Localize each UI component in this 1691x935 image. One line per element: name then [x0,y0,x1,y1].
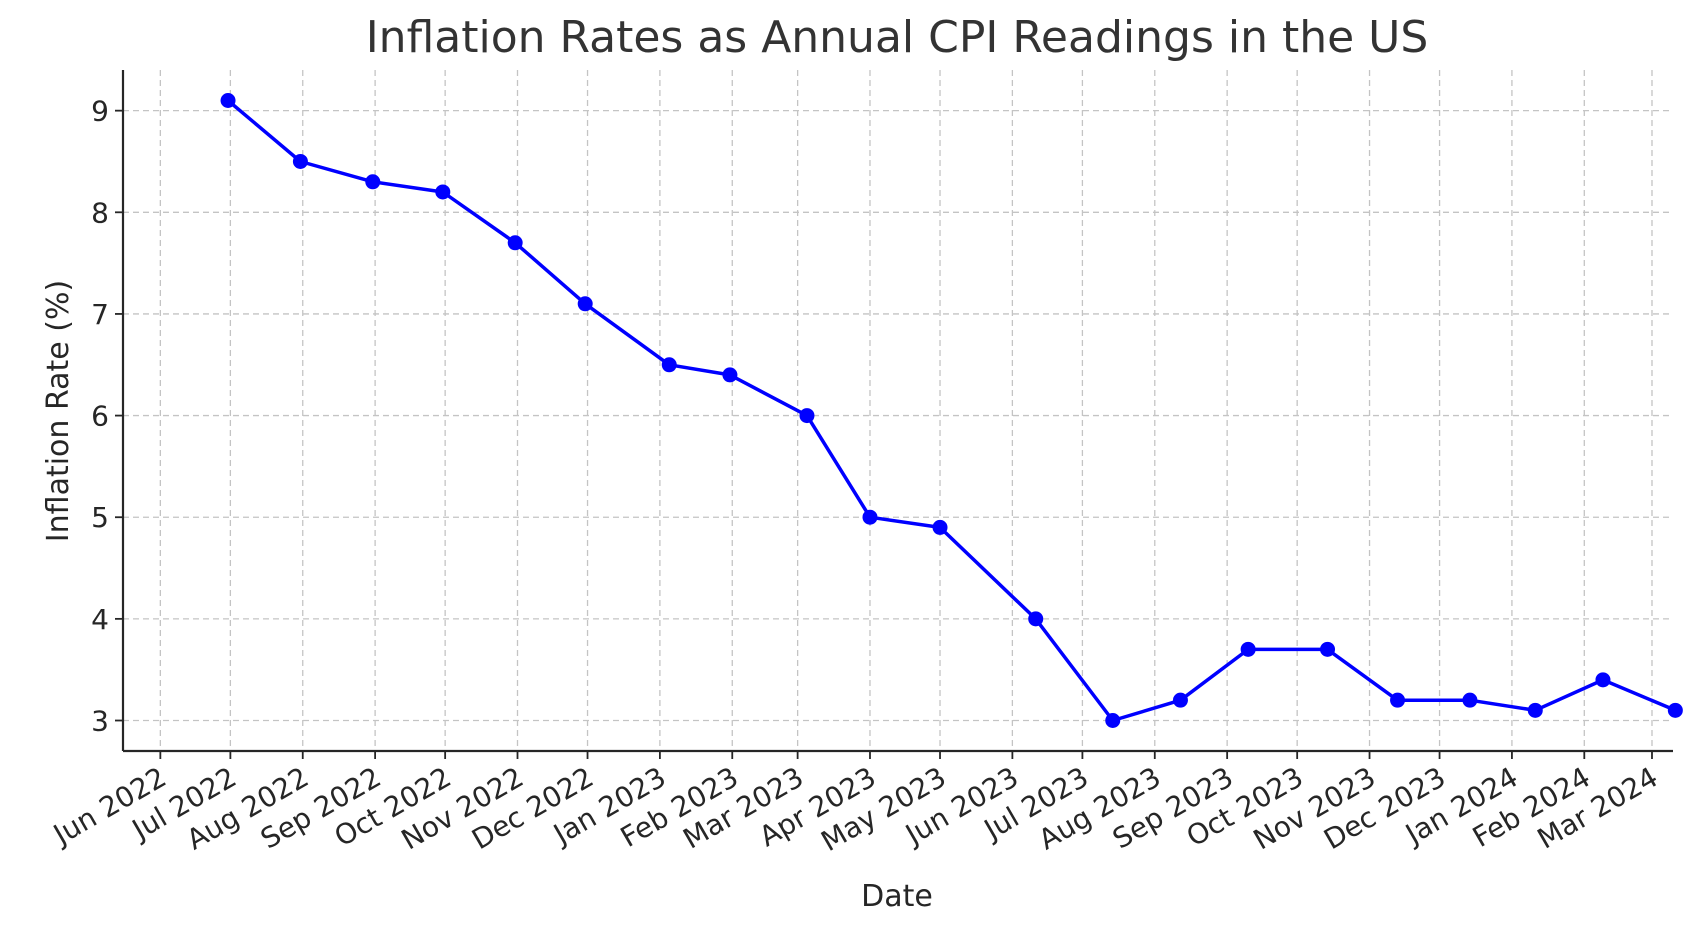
y-tick-label: 9 [91,95,109,128]
data-point [1105,713,1121,729]
data-point [1240,641,1256,657]
data-point [577,296,593,312]
y-tick-label: 5 [91,501,109,534]
data-point [507,235,523,251]
y-tick-label: 3 [91,705,109,738]
y-tick-label: 6 [91,400,109,433]
grid [123,70,1673,751]
data-point [722,367,738,383]
axes-spines [121,70,1673,753]
data-point [1667,702,1683,718]
data-point [220,92,236,108]
data-point [1595,672,1611,688]
y-axis-ticks: 3 4 5 6 7 8 9 [91,95,123,738]
data-point [435,184,451,200]
y-tick-label: 8 [91,196,109,229]
data-point [1527,702,1543,718]
data-point [1172,692,1188,708]
data-point [799,408,815,424]
data-point [365,174,381,190]
data-point [661,357,677,373]
data-point [932,519,948,535]
data-point [292,153,308,169]
data-point [862,509,878,525]
y-axis-label: Inflation Rate (%) [41,280,76,542]
chart-title: Inflation Rates as Annual CPI Readings i… [366,12,1429,63]
y-tick-label: 4 [91,603,109,636]
data-point [1462,692,1478,708]
data-point [1320,641,1336,657]
series-group [220,92,1683,729]
x-axis-label: Date [861,879,933,914]
y-tick-label: 7 [91,298,109,331]
data-point [1028,611,1044,627]
data-point [1390,692,1406,708]
